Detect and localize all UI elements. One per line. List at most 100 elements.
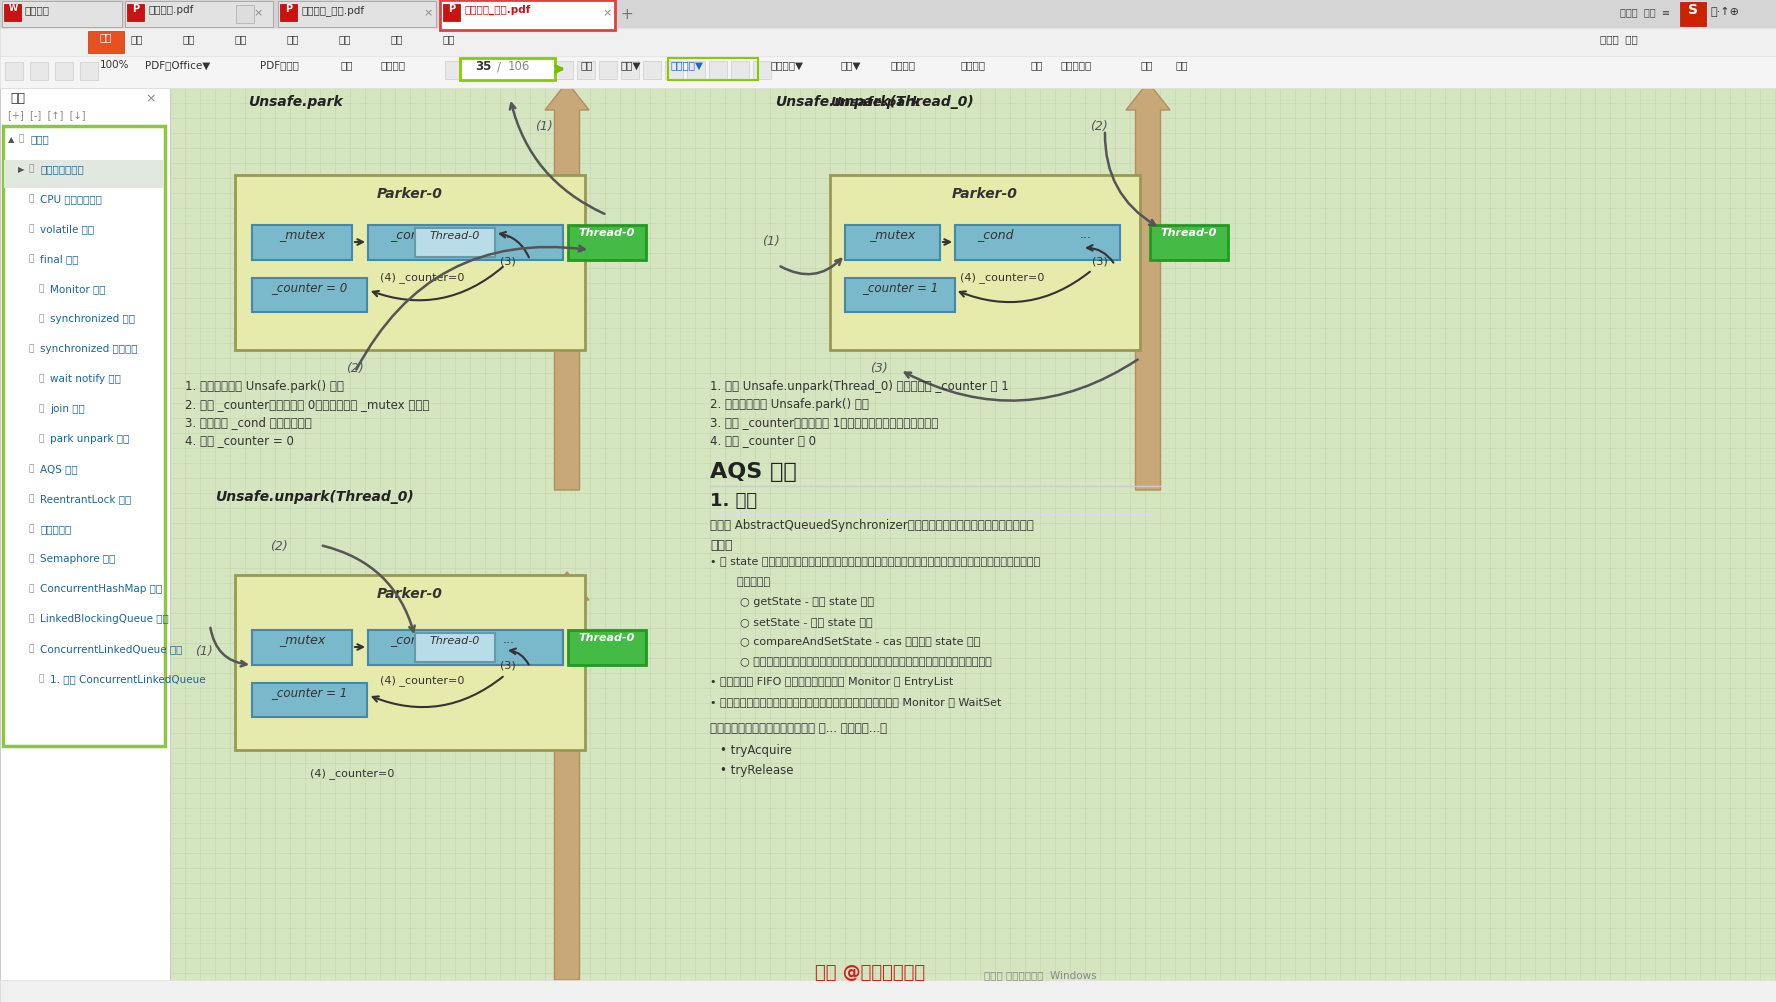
FancyArrow shape [545,572,590,980]
Text: ▲: ▲ [9,135,14,144]
Bar [0,28,1776,58]
Text: Thread-0: Thread-0 [579,228,636,238]
Bar [732,61,749,79]
Text: PDF转图片: PDF转图片 [259,60,298,70]
Text: _counter = 1: _counter = 1 [272,686,346,699]
Text: 全文翻译: 全文翻译 [961,60,986,70]
Text: ReentrantLock 原理: ReentrantLock 原理 [41,494,131,504]
Text: (4) _counter=0: (4) _counter=0 [380,675,464,686]
Bar [252,630,352,665]
Text: ConcurrentHashMap 原理: ConcurrentHashMap 原理 [41,584,162,594]
Bar [440,0,614,30]
FancyArrow shape [1126,82,1170,490]
Bar [368,225,563,260]
Text: • tryRelease: • tryRelease [719,764,794,777]
Text: 子类主要实现这样一些方法（默认 以... 控制如何...）: 子类主要实现这样一些方法（默认 以... 控制如何...） [710,722,886,735]
Text: 头条 @追逐仰望星空: 头条 @追逐仰望星空 [815,964,925,982]
Text: 1. 调用 Unsafe.unpark(Thread_0) 方法，设置 _counter 为 1: 1. 调用 Unsafe.unpark(Thread_0) 方法，设置 _cou… [710,380,1009,393]
Text: 🔖: 🔖 [28,524,34,533]
Text: 🔖: 🔖 [28,464,34,473]
Text: P: P [286,4,293,14]
Text: Unsafe.unpark(Thread_0): Unsafe.unpark(Thread_0) [215,490,414,504]
Bar [234,575,584,750]
Text: final 原理: final 原理 [41,254,78,264]
Bar [416,633,496,662]
FancyArrow shape [545,82,590,490]
Text: ○ setState - 设置 state 状态: ○ setState - 设置 state 状态 [741,617,872,627]
Text: _counter = 0: _counter = 0 [272,281,346,294]
Bar [252,683,368,717]
Text: ×: × [602,8,611,18]
Text: 查找: 查找 [1176,60,1188,70]
Text: • 条件变量来实现等待，唤醒机制，支持多个条件变量，类似于 Monitor 的 WaitSet: • 条件变量来实现等待，唤醒机制，支持多个条件变量，类似于 Monitor 的 … [710,697,1002,707]
Text: 指令级并行原理: 指令级并行原理 [41,164,83,174]
Text: (1): (1) [762,235,780,248]
Text: +: + [620,7,632,22]
Bar [687,61,705,79]
Text: _cond: _cond [391,228,426,241]
Text: 1. 概述: 1. 概述 [710,492,757,510]
Bar [55,62,73,80]
Text: (3): (3) [1092,256,1108,266]
Text: [+]  [-]  [↑]  [↓]: [+] [-] [↑] [↓] [9,110,85,120]
Text: Thread-0: Thread-0 [579,633,636,643]
Text: Unsafe.park: Unsafe.park [829,96,920,109]
Bar [533,61,551,79]
Bar [30,62,48,80]
Text: synchronized 原理进阶: synchronized 原理进阶 [41,344,137,354]
Text: 106: 106 [508,60,531,73]
Text: ○ 独占模式是只有一个线程能够访问资源，而共享模式可以以允许多个线程访问资源: ○ 独占模式是只有一个线程能够访问资源，而共享模式可以以允许多个线程访问资源 [741,657,991,667]
Text: 并发编程.pdf: 并发编程.pdf [147,5,194,15]
Text: 压缩: 压缩 [1030,60,1043,70]
Text: _mutex: _mutex [279,228,325,241]
Bar [568,225,646,260]
Text: ...: ... [1080,228,1092,241]
Text: 未同步  分享: 未同步 分享 [1600,34,1637,44]
Bar [568,630,646,665]
Text: 3. 检查 _counter，本情况为 1，这时线程无需阻塞，继续运行: 3. 检查 _counter，本情况为 1，这时线程无需阻塞，继续运行 [710,416,938,429]
Text: (3): (3) [501,660,515,670]
Text: (3): (3) [870,362,888,375]
Bar [643,61,661,79]
Bar [0,0,1776,28]
Bar [236,5,254,23]
Bar [668,58,758,80]
Text: _counter = 1: _counter = 1 [861,281,938,294]
Text: 稻壳模板: 稻壳模板 [25,5,50,15]
Text: 锁和释放锁: 锁和释放锁 [730,577,771,587]
Text: P: P [448,4,456,14]
Bar [281,4,297,21]
Bar [252,225,352,260]
Text: 🔖: 🔖 [28,254,34,263]
Text: 🔖: 🔖 [18,134,23,143]
Text: 2. 检查 _counter，本情况为 0，这时，获得 _mutex 互斥锁: 2. 检查 _counter，本情况为 0，这时，获得 _mutex 互斥锁 [185,398,430,411]
Text: 视图: 视图 [442,34,455,44]
Bar [460,58,554,80]
Text: LinkedBlockingQueue 原理: LinkedBlockingQueue 原理 [41,614,169,624]
Text: AQS 原理: AQS 原理 [710,462,797,482]
Bar [368,630,563,665]
Text: 原理篇: 原理篇 [30,134,48,144]
Bar [577,61,595,79]
Bar [829,175,1140,350]
Text: _cond: _cond [977,228,1014,241]
Text: 搜索: 搜索 [339,60,352,70]
Text: (2): (2) [346,362,364,375]
Text: Parker-0: Parker-0 [952,187,1018,201]
Bar [128,4,144,21]
Text: ×: × [254,8,263,18]
Bar [467,61,485,79]
Text: 开发编程_原理.pdf: 开发编程_原理.pdf [464,5,531,15]
Text: 🔖: 🔖 [28,554,34,563]
Text: 🔖: 🔖 [28,584,34,593]
Bar [664,61,684,79]
Text: Semaphore 原理: Semaphore 原理 [41,554,115,564]
Text: 背景▼: 背景▼ [840,60,861,70]
Text: 🔖: 🔖 [28,224,34,233]
Text: Thread-0: Thread-0 [430,636,480,646]
Text: 🔖: 🔖 [28,344,34,353]
Text: • 用 state 属性来表示资源的状态（分独占模式和共享模式），子类需要定义如何维护这个状态，控制如何: • 用 state 属性来表示资源的状态（分独占模式和共享模式），子类需要定义如… [710,557,1041,567]
Bar [554,61,574,79]
Bar [446,61,464,79]
Text: 🔖: 🔖 [28,614,34,623]
